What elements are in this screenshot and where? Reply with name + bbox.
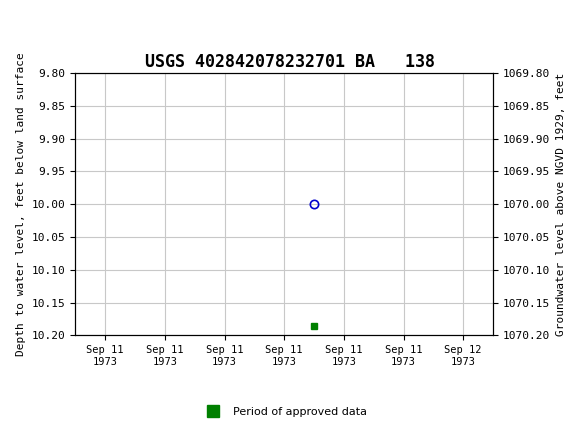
Text: ≡USGS: ≡USGS xyxy=(14,16,96,36)
Y-axis label: Groundwater level above NGVD 1929, feet: Groundwater level above NGVD 1929, feet xyxy=(556,73,566,336)
Y-axis label: Depth to water level, feet below land surface: Depth to water level, feet below land su… xyxy=(16,52,26,356)
Text: USGS 402842078232701 BA   138: USGS 402842078232701 BA 138 xyxy=(145,53,435,71)
Legend: Period of approved data: Period of approved data xyxy=(197,403,371,422)
